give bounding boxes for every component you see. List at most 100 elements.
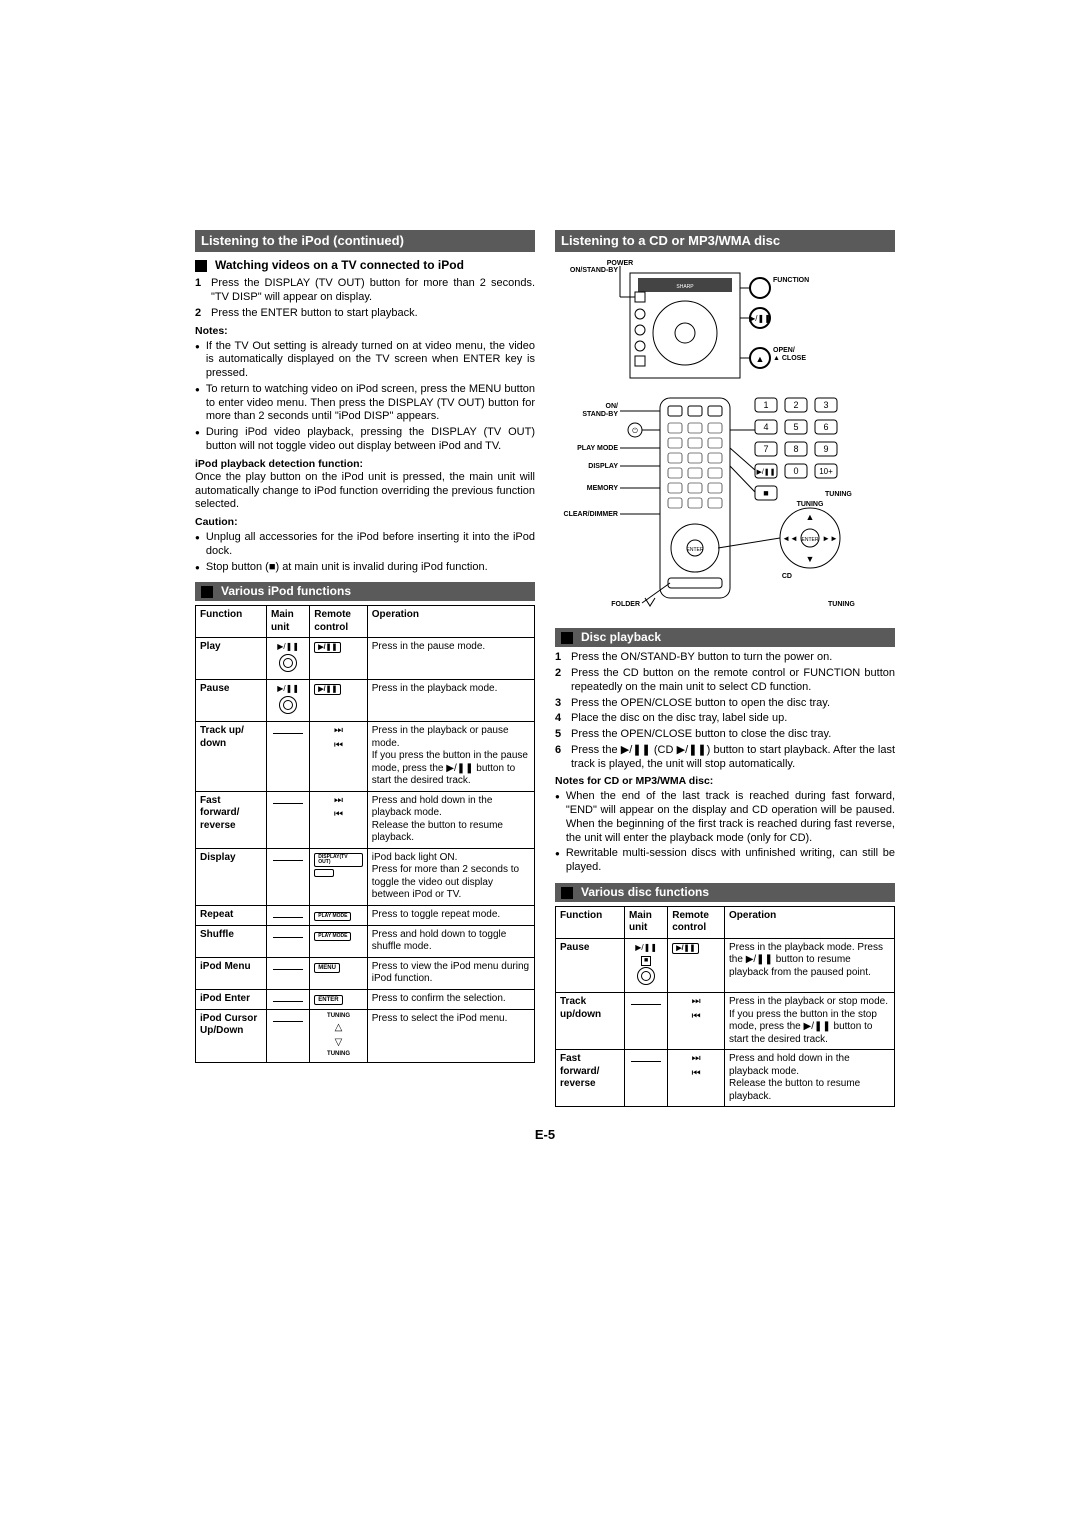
cell-remote: TUNING△▽TUNING [310, 1009, 367, 1062]
cell-function: Pause [196, 680, 267, 722]
table-row: iPod Cursor Up/DownTUNING△▽TUNINGPress t… [196, 1009, 535, 1062]
svg-text:▶/❚❚: ▶/❚❚ [756, 468, 775, 476]
svg-text:4: 4 [763, 422, 768, 432]
cell-operation: Press to select the iPod menu. [367, 1009, 534, 1062]
square-bullet [561, 632, 573, 644]
svg-text:▲ CLOSE: ▲ CLOSE [773, 355, 806, 362]
th-operation: Operation [367, 606, 534, 638]
svg-text:▼: ▼ [806, 554, 815, 564]
svg-text:SHARP: SHARP [676, 284, 694, 290]
svg-text:ON/STAND-BY: ON/STAND-BY [570, 267, 618, 274]
cell-function: Fast forward/ reverse [556, 1050, 625, 1107]
left-column: Listening to the iPod (continued) Watchi… [195, 230, 535, 1107]
section-title: Various disc functions [581, 885, 709, 900]
table-row: Track up/down⏭⏮Press in the playback or … [556, 993, 895, 1050]
cell-operation: Press to view the iPod menu during iPod … [367, 957, 534, 989]
svg-text:8: 8 [793, 444, 798, 454]
cell-main [266, 791, 309, 848]
svg-text:CD: CD [782, 573, 792, 580]
right-header: Listening to a CD or MP3/WMA disc [555, 230, 895, 252]
note-item: During iPod video playback, pressing the… [195, 426, 535, 454]
cell-remote: ▶/❚❚ [310, 680, 367, 722]
cell-operation: Press in the playback or stop mode.If yo… [725, 993, 895, 1050]
th-operation: Operation [725, 906, 895, 938]
note-item: Rewritable multi-session discs with unfi… [555, 847, 895, 875]
cell-operation: Press in the playback or pause mode.If y… [367, 722, 534, 792]
cell-main [266, 989, 309, 1009]
svg-text:OPEN/: OPEN/ [773, 347, 795, 354]
cell-function: Shuffle [196, 925, 267, 957]
cell-main [266, 905, 309, 925]
svg-text:FUNCTION: FUNCTION [773, 277, 809, 284]
svg-text:TUNING: TUNING [828, 601, 855, 608]
cell-remote: PLAY MODE [310, 905, 367, 925]
device-diagram: SHARP ▶/❚❚ ▲ POWER ON/ST [555, 258, 895, 618]
page-content: Listening to the iPod (continued) Watchi… [195, 230, 895, 1107]
table-row: RepeatPLAY MODEPress to toggle repeat mo… [196, 905, 535, 925]
device-svg: SHARP ▶/❚❚ ▲ POWER ON/ST [560, 258, 890, 618]
step: 4Place the disc on the disc tray, label … [555, 712, 895, 726]
cell-operation: Press to confirm the selection. [367, 989, 534, 1009]
cell-operation: iPod back light ON.Press for more than 2… [367, 848, 534, 905]
ipod-table-body: Play▶/❚❚▶/❚❚Press in the pause mode.Paus… [196, 638, 535, 1063]
section-disc-playback: Disc playback [555, 628, 895, 647]
cell-main [266, 925, 309, 957]
svg-text:ENTER: ENTER [687, 547, 704, 553]
svg-text:ENTER: ENTER [802, 537, 819, 543]
cell-remote: ⏭⏮ [668, 1050, 725, 1107]
th-remote: Remote control [668, 906, 725, 938]
section-ipod-functions: Various iPod functions [195, 582, 535, 601]
note-item: If the TV Out setting is already turned … [195, 340, 535, 381]
svg-text:2: 2 [793, 400, 798, 410]
cell-operation: Press in the playback mode. [367, 680, 534, 722]
step-num: 2 [195, 307, 205, 321]
svg-text:►►: ►► [822, 534, 838, 543]
square-bullet [201, 586, 213, 598]
cell-main: ▶/❚❚ [266, 680, 309, 722]
svg-text:⏻: ⏻ [632, 427, 638, 435]
cell-main [266, 1009, 309, 1062]
cell-main [266, 848, 309, 905]
svg-text:POWER: POWER [607, 260, 633, 267]
th-function: Function [196, 606, 267, 638]
cell-main [625, 1050, 668, 1107]
disc-table-body: Pause▶/❚❚■▶/❚❚Press in the playback mode… [556, 938, 895, 1107]
cell-remote: ⏭⏮ [310, 791, 367, 848]
table-row: Fast forward/ reverse⏭⏮Press and hold do… [196, 791, 535, 848]
caution-item: Unplug all accessories for the iPod befo… [195, 531, 535, 559]
section-disc-functions: Various disc functions [555, 883, 895, 902]
table-row: Track up/ down ⏭⏮Press in the playback or… [196, 722, 535, 792]
cell-main [266, 957, 309, 989]
section-watching-videos: Watching videos on a TV connected to iPo… [195, 258, 535, 273]
ipod-functions-table: Function Main unit Remote control Operat… [195, 605, 535, 1063]
table-row: iPod EnterENTERPress to confirm the sele… [196, 989, 535, 1009]
svg-text:PLAY MODE: PLAY MODE [577, 445, 618, 452]
table-row: ShufflePLAY MODEPress and hold down to t… [196, 925, 535, 957]
svg-text:MEMORY: MEMORY [587, 485, 619, 492]
caution-item: Stop button (■) at main unit is invalid … [195, 561, 535, 575]
cell-remote: DISPLAY(TV OUT) [310, 848, 367, 905]
svg-text:DISPLAY: DISPLAY [588, 463, 618, 470]
page-number: E-5 [195, 1127, 895, 1143]
step: 1Press the ON/STAND-BY button to turn th… [555, 651, 895, 665]
svg-text:FOLDER: FOLDER [611, 601, 640, 608]
table-row: DisplayDISPLAY(TV OUT)iPod back light ON… [196, 848, 535, 905]
note-item: To return to watching video on iPod scre… [195, 383, 535, 424]
svg-text:9: 9 [823, 444, 828, 454]
notes-label: Notes for CD or MP3/WMA disc: [555, 775, 895, 788]
cell-remote: ⏭⏮ [668, 993, 725, 1050]
section-title: Disc playback [581, 630, 661, 645]
svg-text:6: 6 [823, 422, 828, 432]
cell-function: Track up/ down [196, 722, 267, 792]
cell-function: Pause [556, 938, 625, 993]
notes-label: Notes: [195, 325, 535, 338]
steps-1: 1Press the DISPLAY (TV OUT) button for m… [195, 277, 535, 320]
svg-text:3: 3 [823, 400, 828, 410]
cell-main [625, 993, 668, 1050]
cell-remote: ENTER [310, 989, 367, 1009]
section-title: Various iPod functions [221, 584, 351, 599]
table-row: iPod MenuMENUPress to view the iPod menu… [196, 957, 535, 989]
svg-text:TUNING: TUNING [825, 491, 852, 498]
cell-remote: ⏭⏮ [310, 722, 367, 792]
section-title: Watching videos on a TV connected to iPo… [215, 258, 464, 273]
